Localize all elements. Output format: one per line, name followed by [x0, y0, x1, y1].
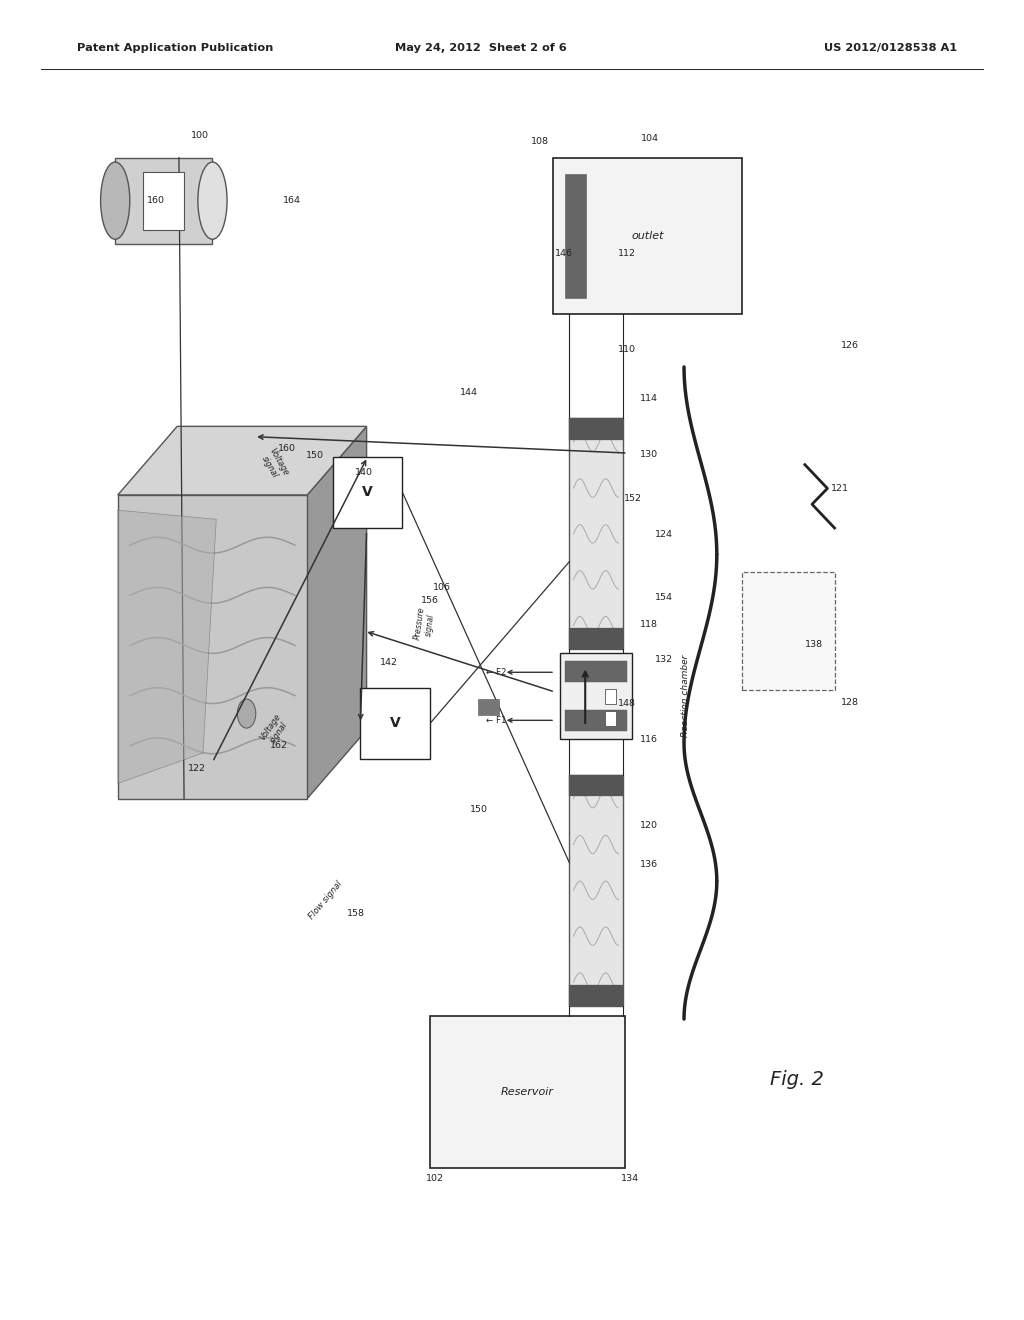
Text: 120: 120: [640, 821, 658, 829]
Text: 150: 150: [306, 451, 325, 459]
Bar: [560, 653, 632, 739]
Text: 106: 106: [433, 583, 452, 591]
Text: 134: 134: [621, 1175, 639, 1183]
Text: 148: 148: [617, 700, 636, 708]
Text: 154: 154: [654, 594, 673, 602]
Bar: [553, 158, 742, 314]
Text: 104: 104: [641, 135, 659, 143]
Bar: [569, 775, 623, 1006]
Text: 152: 152: [624, 495, 642, 503]
Ellipse shape: [100, 162, 130, 239]
Bar: [430, 1016, 625, 1168]
Bar: [360, 688, 430, 759]
Text: 164: 164: [283, 197, 301, 205]
Text: 146: 146: [555, 249, 573, 257]
Bar: [333, 457, 402, 528]
Text: outlet: outlet: [632, 231, 664, 242]
Bar: [569, 418, 623, 649]
Text: 144: 144: [460, 388, 478, 396]
Bar: [569, 985, 623, 1006]
Text: Fig. 2: Fig. 2: [770, 1071, 823, 1089]
Bar: [742, 572, 835, 690]
Bar: [478, 700, 499, 715]
Ellipse shape: [238, 700, 256, 729]
Ellipse shape: [198, 162, 227, 239]
Bar: [569, 775, 623, 796]
Text: 140: 140: [354, 469, 373, 477]
Text: 138: 138: [805, 640, 823, 648]
Text: 118: 118: [640, 620, 658, 628]
Polygon shape: [118, 510, 216, 783]
Bar: [565, 174, 586, 298]
Bar: [115, 157, 213, 243]
Bar: [118, 495, 307, 799]
Text: Voltage
signal: Voltage signal: [258, 446, 291, 483]
Text: Patent Application Publication: Patent Application Publication: [77, 44, 273, 53]
Text: 156: 156: [421, 597, 439, 605]
Bar: [143, 172, 184, 230]
Text: V: V: [390, 717, 400, 730]
Text: Reservoir: Reservoir: [501, 1088, 554, 1097]
Text: ← F2: ← F2: [486, 668, 507, 677]
Text: 124: 124: [654, 531, 673, 539]
Text: 162: 162: [269, 742, 288, 750]
Text: 100: 100: [190, 132, 209, 140]
Bar: [569, 418, 623, 440]
Text: Reaction chamber: Reaction chamber: [681, 655, 689, 738]
Text: ← F1: ← F1: [486, 715, 507, 725]
Text: May 24, 2012  Sheet 2 of 6: May 24, 2012 Sheet 2 of 6: [395, 44, 567, 53]
Bar: [604, 689, 615, 704]
Text: 132: 132: [654, 656, 673, 664]
Text: 126: 126: [841, 342, 859, 350]
Polygon shape: [118, 426, 367, 495]
Text: 160: 160: [146, 197, 165, 205]
Text: 110: 110: [617, 346, 636, 354]
Text: 121: 121: [830, 484, 849, 492]
Text: 112: 112: [617, 249, 636, 257]
Text: 128: 128: [841, 698, 859, 706]
Text: 150: 150: [470, 805, 488, 813]
Text: US 2012/0128538 A1: US 2012/0128538 A1: [824, 44, 957, 53]
Text: 102: 102: [426, 1175, 444, 1183]
Text: 142: 142: [380, 659, 398, 667]
Polygon shape: [307, 426, 367, 799]
Text: 160: 160: [278, 445, 296, 453]
Bar: [569, 628, 623, 649]
Text: 158: 158: [347, 909, 366, 917]
Text: Flow signal: Flow signal: [307, 879, 344, 921]
Text: 116: 116: [640, 735, 658, 743]
Text: V: V: [362, 486, 373, 499]
Text: 122: 122: [187, 764, 206, 772]
Text: 114: 114: [640, 395, 658, 403]
Text: 136: 136: [640, 861, 658, 869]
Text: 108: 108: [530, 137, 549, 145]
Text: Voltage
signal: Voltage signal: [258, 711, 291, 748]
Bar: [565, 710, 627, 731]
Bar: [604, 711, 615, 726]
Text: 130: 130: [640, 450, 658, 458]
Text: Pressure
signal: Pressure signal: [413, 607, 437, 642]
Bar: [565, 661, 627, 682]
